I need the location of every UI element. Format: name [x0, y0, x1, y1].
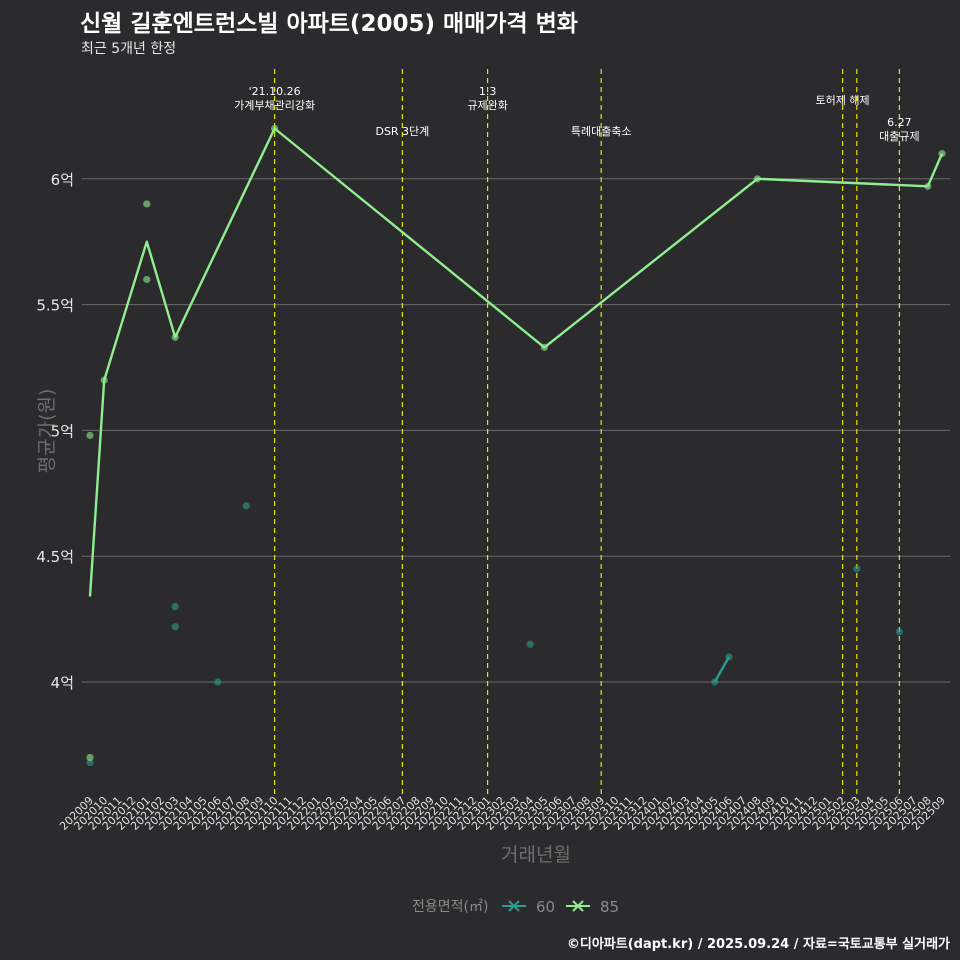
source-credit: ©디아파트(dapt.kr) / 2025.09.24 / 자료=국토교통부 실… — [566, 937, 950, 952]
legend-label: 60 — [536, 898, 555, 916]
data-point-60 — [171, 602, 179, 611]
data-point-60 — [242, 502, 250, 510]
legend-title: 전용면적(㎡) — [412, 899, 488, 915]
event-label: 1.3 — [479, 85, 497, 98]
data-point-85 — [753, 175, 762, 183]
data-point-85 — [540, 343, 549, 351]
data-point-85 — [924, 182, 932, 190]
legend-cross — [572, 900, 584, 912]
data-point-85 — [143, 200, 151, 208]
legend-key-85 — [566, 900, 590, 912]
legend-key-60 — [502, 900, 526, 912]
data-point-60 — [725, 653, 733, 661]
data-point-85 — [86, 431, 94, 440]
data-point-60 — [86, 758, 94, 767]
chart-title: 신월 길훈엔트런스빌 아파트(2005) 매매가격 변화 — [80, 11, 578, 37]
data-point-60 — [711, 678, 719, 686]
chart-subtitle: 최근 5개년 한정 — [81, 41, 177, 57]
data-point-60 — [171, 623, 179, 631]
data-point-85 — [100, 376, 108, 384]
event-label: 특례대출축소 — [571, 125, 632, 138]
data-point-85 — [938, 150, 946, 158]
legend-cross — [508, 900, 520, 912]
data-point-60 — [526, 640, 534, 648]
event-label: 규제완화 — [467, 99, 507, 112]
data-point-85 — [171, 333, 179, 341]
data-point-85 — [271, 124, 279, 133]
x-axis-title: 거래년월 — [501, 844, 571, 866]
data-point-60 — [853, 565, 861, 573]
event-label: '21.10.26 — [249, 85, 301, 98]
data-point-85 — [86, 753, 94, 762]
event-label: DSR 3단계 — [375, 125, 429, 138]
y-tick-label: 4억 — [51, 674, 74, 692]
y-tick-label: 6억 — [51, 171, 74, 189]
legend-label: 85 — [600, 898, 619, 916]
series-line-60 — [713, 656, 731, 683]
y-tick-label: 4.5억 — [36, 548, 74, 566]
y-tick-label: 5.5억 — [36, 297, 74, 315]
data-point-60 — [214, 678, 222, 686]
event-label: 6.27 — [887, 116, 912, 129]
event-label: 토허제 해제 — [816, 93, 870, 107]
series-line-85 — [88, 127, 944, 597]
y-tick-label: 5억 — [51, 422, 74, 440]
event-label: 가계부채관리강화 — [234, 99, 315, 112]
data-point-60 — [895, 628, 904, 636]
event-label: 대출규제 — [879, 130, 919, 143]
data-point-85 — [143, 275, 151, 284]
